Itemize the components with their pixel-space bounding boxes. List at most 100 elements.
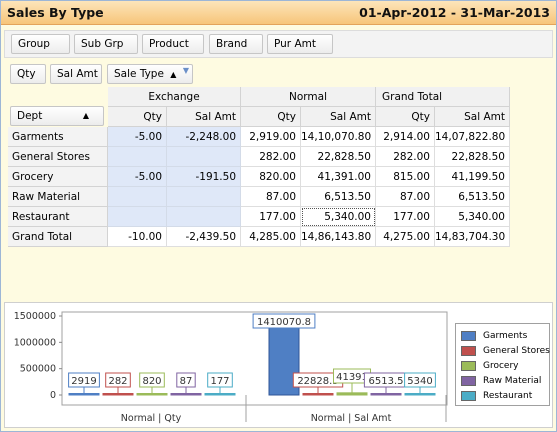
total-cell[interactable]: 14,86,143.80 xyxy=(301,227,376,247)
data-cell[interactable]: 87.00 xyxy=(241,187,301,207)
bar xyxy=(136,393,168,396)
data-cell[interactable]: 14,07,822.80 xyxy=(435,127,510,147)
data-cell[interactable]: -191.50 xyxy=(167,167,241,187)
bar xyxy=(404,393,436,396)
data-cell[interactable]: 815.00 xyxy=(376,167,435,187)
data-cell[interactable]: 14,10,070.80 xyxy=(301,127,376,147)
filter-field-group[interactable]: Group xyxy=(11,34,70,54)
data-cell[interactable] xyxy=(167,147,241,167)
filter-icon[interactable]: ▼ xyxy=(182,66,189,75)
data-cell[interactable]: 6,513.50 xyxy=(435,187,510,207)
data-label: 2919 xyxy=(71,376,96,387)
data-cell[interactable]: 87.00 xyxy=(376,187,435,207)
row-header: General Stores xyxy=(8,147,108,167)
data-cell[interactable] xyxy=(108,147,167,167)
filter-field-puramt[interactable]: Pur Amt xyxy=(267,34,333,54)
total-cell[interactable]: 4,285.00 xyxy=(241,227,301,247)
filter-field-product[interactable]: Product xyxy=(142,34,204,54)
x-category-label: Normal | Qty xyxy=(121,413,182,424)
bar xyxy=(370,393,402,396)
sort-asc-icon: ▲ xyxy=(170,70,177,79)
total-cell[interactable]: 14,83,704.30 xyxy=(435,227,510,247)
measure-header: Sal Amt xyxy=(435,107,510,127)
data-field-salamt[interactable]: Sal Amt xyxy=(50,64,102,84)
data-cell[interactable] xyxy=(167,187,241,207)
data-cell[interactable]: 41,391.00 xyxy=(301,167,376,187)
data-label-box xyxy=(105,372,131,388)
data-label: 6513.5 xyxy=(369,376,404,387)
total-cell[interactable]: 4,275.00 xyxy=(376,227,435,247)
data-cell[interactable]: 820.00 xyxy=(241,167,301,187)
legend-label: Raw Material xyxy=(483,376,542,386)
filter-field-subgrp[interactable]: Sub Grp xyxy=(74,34,138,54)
data-cell[interactable]: 22,828.50 xyxy=(435,147,510,167)
legend-label: Garments xyxy=(483,331,528,341)
data-cell[interactable]: 5,340.00 xyxy=(435,207,510,227)
y-tick-label: 1000000 xyxy=(14,337,56,348)
row-field-dept[interactable]: Dept ▲ xyxy=(10,106,104,126)
total-cell[interactable]: -10.00 xyxy=(108,227,167,247)
data-cell[interactable]: 41,199.50 xyxy=(435,167,510,187)
data-label: 22828.5 xyxy=(297,376,338,387)
data-label: 177 xyxy=(210,376,229,387)
data-label-box xyxy=(176,372,196,388)
data-cell[interactable]: 2,919.00 xyxy=(241,127,301,147)
data-label-box xyxy=(68,372,100,388)
y-tick-label: 500000 xyxy=(20,364,56,375)
data-label: 1410070.8 xyxy=(257,317,311,328)
row-header: Garments xyxy=(8,127,108,147)
date-range: 01-Apr-2012 - 31-Mar-2013 xyxy=(359,5,550,20)
data-cell[interactable]: -2,248.00 xyxy=(167,127,241,147)
bar xyxy=(102,393,134,396)
legend-label: Grocery xyxy=(483,361,519,371)
data-cell[interactable]: -5.00 xyxy=(108,127,167,147)
data-label-box xyxy=(252,313,316,329)
data-label: 41391 xyxy=(336,372,368,383)
legend-swatch xyxy=(461,376,476,386)
chart-legend: Garments General Stores Grocery Raw Mate… xyxy=(455,323,550,406)
data-label-box xyxy=(207,372,233,388)
data-label-box xyxy=(404,372,436,388)
data-cell[interactable] xyxy=(108,187,167,207)
filter-field-brand[interactable]: Brand xyxy=(209,34,263,54)
data-cell[interactable]: 282.00 xyxy=(241,147,301,167)
column-field-saletype[interactable]: Sale Type ▲ ▼ xyxy=(107,64,193,84)
y-tick-label: 1500000 xyxy=(14,311,56,322)
row-header: Grocery xyxy=(8,167,108,187)
data-cell[interactable] xyxy=(108,207,167,227)
row-header-grandtotal: Grand Total xyxy=(8,227,108,247)
column-field-label: Sale Type xyxy=(114,68,164,80)
measure-header: Qty xyxy=(241,107,301,127)
data-cell[interactable]: 2,914.00 xyxy=(376,127,435,147)
bar xyxy=(336,392,368,396)
data-label: 820 xyxy=(142,376,161,387)
data-cell[interactable]: 6,513.50 xyxy=(301,187,376,207)
colgroup-normal: Normal xyxy=(241,87,376,107)
filter-area: Group Sub Grp Product Brand Pur Amt xyxy=(4,30,553,58)
y-tick-label: 0 xyxy=(50,390,56,401)
data-label: 87 xyxy=(180,376,193,387)
measure-header: Sal Amt xyxy=(301,107,376,127)
title-bar: Sales By Type 01-Apr-2012 - 31-Mar-2013 xyxy=(1,1,556,25)
data-cell[interactable]: -5.00 xyxy=(108,167,167,187)
data-cell[interactable]: 22,828.50 xyxy=(301,147,376,167)
data-cell[interactable]: 282.00 xyxy=(376,147,435,167)
data-label: 5340 xyxy=(407,376,432,387)
data-cell[interactable]: 177.00 xyxy=(241,207,301,227)
measure-header: Qty xyxy=(108,107,167,127)
legend-swatch xyxy=(461,346,476,356)
row-header: Raw Material xyxy=(8,187,108,207)
data-cell-focused[interactable]: 5,340.00 xyxy=(301,207,376,227)
legend-swatch xyxy=(461,361,476,371)
data-cell[interactable] xyxy=(167,207,241,227)
measure-header: Sal Amt xyxy=(167,107,241,127)
page-title: Sales By Type xyxy=(7,5,104,20)
colgroup-exchange: Exchange xyxy=(108,87,241,107)
legend-label: Restaurant xyxy=(483,391,533,401)
data-field-qty[interactable]: Qty xyxy=(10,64,46,84)
legend-label: General Stores xyxy=(483,346,550,356)
total-cell[interactable]: -2,439.50 xyxy=(167,227,241,247)
bar xyxy=(170,393,202,396)
data-cell[interactable]: 177.00 xyxy=(376,207,435,227)
